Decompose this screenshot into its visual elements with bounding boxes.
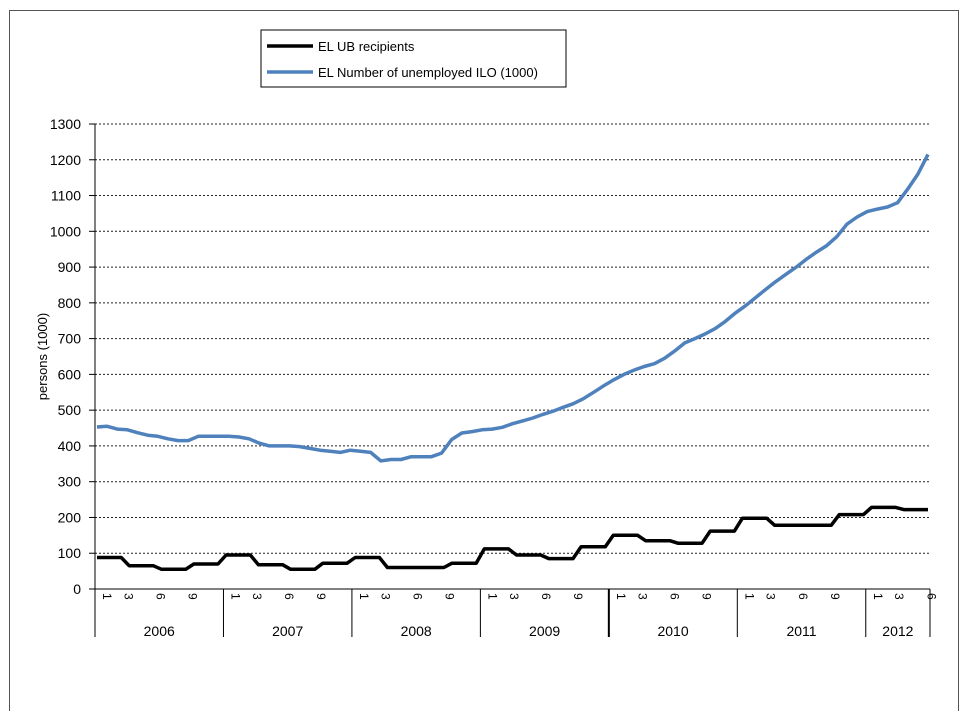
x-month-tick-label: 1	[357, 593, 371, 600]
y-tick-label: 600	[58, 366, 82, 382]
x-month-tick-label: 6	[796, 593, 810, 600]
x-month-tick-label: 9	[571, 593, 585, 600]
x-month-tick-label: 9	[828, 593, 842, 600]
y-tick-label: 100	[58, 545, 82, 561]
y-tick-label: 1200	[50, 152, 81, 168]
series-line-ub-recipients	[97, 505, 928, 572]
x-month-tick-label: 1	[742, 593, 756, 600]
line-chart: 0100200300400500600700800900100011001200…	[35, 29, 938, 639]
gridlines: 0 100 200 300 400 500 600 700 800 900 1000 1100 1200…	[50, 116, 930, 597]
x-month-tick-label: 9	[699, 593, 713, 600]
x-month-tick-label: 3	[121, 593, 135, 600]
x-month-tick-label: 6	[924, 593, 938, 600]
y-tick-label: 0	[73, 581, 81, 597]
x-month-tick-label: 6	[667, 593, 681, 600]
y-tick-label: 1100	[51, 188, 81, 204]
legend: EL UB recipients EL Number of unemployed …	[260, 29, 567, 88]
x-month-tick-label: 9	[314, 593, 328, 600]
x-month-tick-label: 9	[443, 593, 457, 600]
x-month-tick-label: 1	[228, 593, 242, 600]
y-tick-label: 400	[58, 438, 82, 454]
x-year-label: 2011	[786, 623, 816, 639]
x-year-label: 2010	[657, 623, 688, 639]
x-month-tick-label: 3	[507, 593, 521, 600]
x-month-tick-label: 3	[250, 593, 264, 600]
x-month-tick-label: 1	[871, 593, 885, 600]
y-axis-label: persons (1000)	[35, 313, 50, 400]
x-month-tick-label: 6	[282, 593, 296, 600]
legend-label: EL UB recipients	[318, 39, 415, 54]
legend-box	[260, 29, 567, 88]
x-month-tick-label: 9	[186, 593, 200, 600]
y-tick-label: 700	[58, 331, 82, 347]
x-month-tick-label: 3	[764, 593, 778, 600]
x-month-tick-label: 6	[154, 593, 168, 600]
y-tick-label: 1300	[50, 116, 81, 132]
x-month-tick-label: 6	[539, 593, 553, 600]
y-tick-label: 900	[58, 259, 82, 275]
y-tick-label: 300	[58, 474, 82, 490]
x-month-tick-label: 3	[635, 593, 649, 600]
y-tick-label: 1000	[50, 223, 81, 239]
x-year-label: 2008	[401, 623, 432, 639]
y-tick-label: 200	[58, 509, 82, 525]
series-line-unemployed-ilo	[96, 153, 930, 463]
x-month-tick-label: 3	[378, 593, 392, 600]
legend-label: EL Number of unemployed ILO (1000)	[318, 65, 538, 80]
x-year-label: 2007	[272, 623, 303, 639]
x-year-label: 2012	[882, 623, 913, 639]
x-month-tick-label: 1	[614, 593, 628, 600]
x-month-tick-label: 6	[410, 593, 424, 600]
y-tick-label: 500	[58, 402, 82, 418]
x-month-tick-label: 1	[100, 593, 114, 600]
y-tick-label: 800	[58, 295, 82, 311]
x-year-label: 2009	[529, 623, 560, 639]
x-month-tick-label: 3	[892, 593, 906, 600]
x-year-label: 2006	[144, 623, 175, 639]
x-month-tick-label: 1	[485, 593, 499, 600]
